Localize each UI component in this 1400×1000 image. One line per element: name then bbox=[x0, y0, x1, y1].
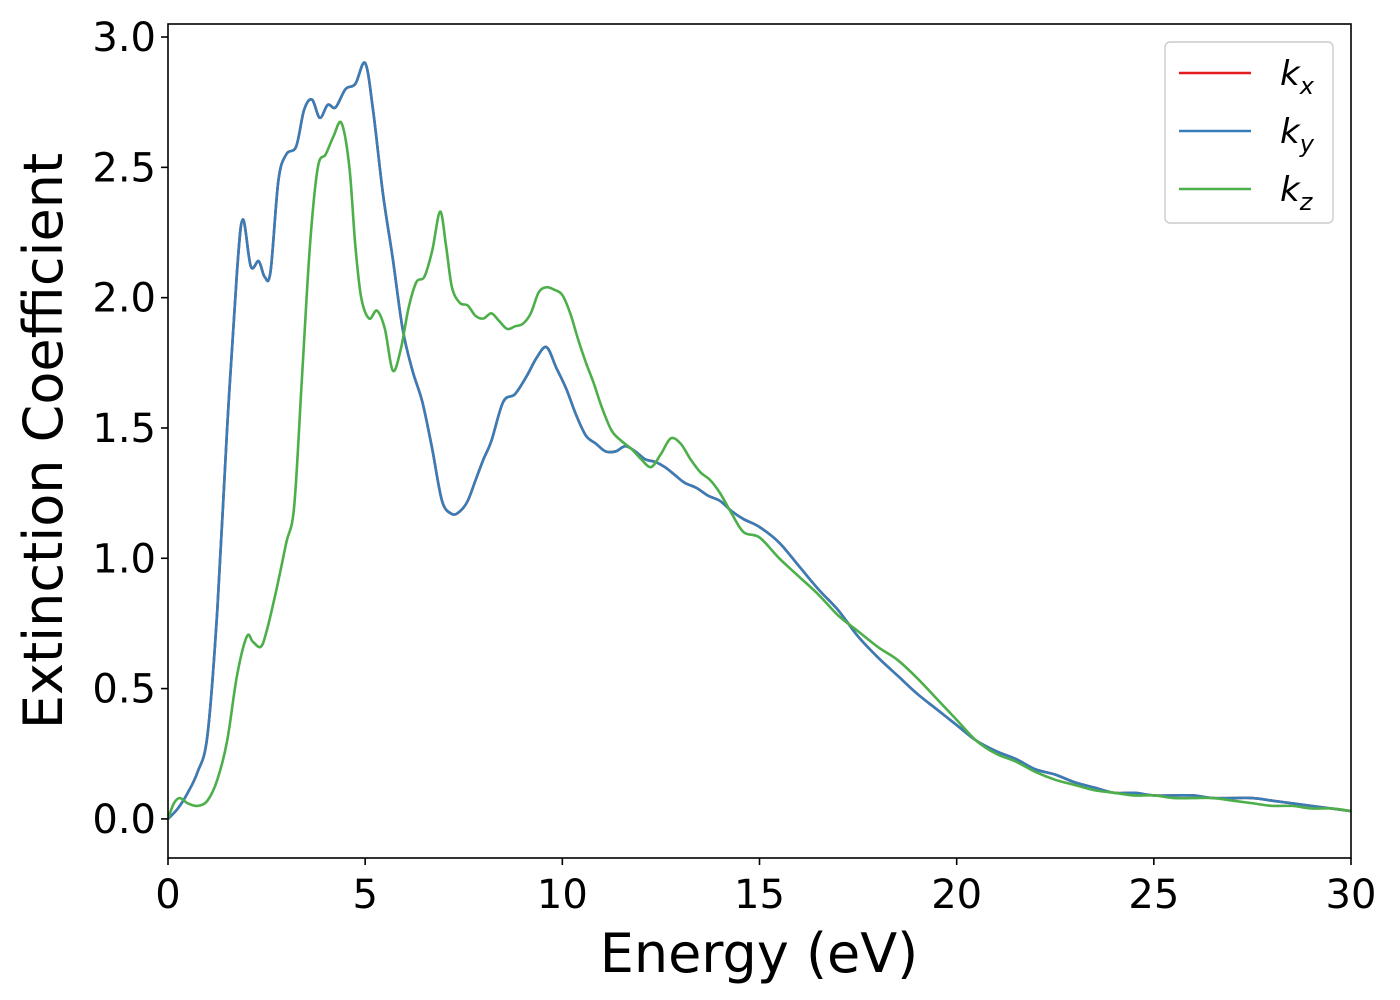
x-tick-label: 30 bbox=[1326, 872, 1377, 918]
x-tick-label: 15 bbox=[734, 872, 785, 918]
legend-label-ky: ky bbox=[1280, 112, 1315, 158]
x-axis-label: Energy (eV) bbox=[600, 922, 919, 985]
y-tick-label: 1.0 bbox=[92, 536, 156, 582]
y-tick-label: 0.0 bbox=[92, 797, 156, 843]
series-line-ky bbox=[168, 61, 1351, 820]
y-tick-label: 2.0 bbox=[92, 276, 156, 322]
legend-label-kx: kx bbox=[1280, 54, 1315, 100]
y-tick-label: 1.5 bbox=[92, 406, 156, 452]
x-tick-label: 5 bbox=[352, 872, 377, 918]
y-tick-label: 0.5 bbox=[92, 667, 156, 713]
y-tick-label: 2.5 bbox=[92, 145, 156, 191]
y-tick-label: 3.0 bbox=[92, 15, 156, 61]
y-axis: 0.0 0.5 1.0 1.5 2.0 2.5 3.0 bbox=[92, 15, 168, 843]
y-axis-label: Extinction Coefficient bbox=[12, 153, 75, 729]
x-tick-label: 25 bbox=[1128, 872, 1179, 918]
legend-label-kz: kz bbox=[1280, 170, 1314, 216]
legend-box bbox=[1164, 41, 1334, 224]
x-axis: 0 5 10 15 20 25 30 bbox=[155, 858, 1376, 918]
x-tick-label: 0 bbox=[155, 872, 180, 918]
plot-background bbox=[168, 24, 1351, 858]
legend: kx ky kz bbox=[1164, 41, 1334, 224]
series-layer bbox=[168, 61, 1351, 820]
x-tick-label: 20 bbox=[931, 872, 982, 918]
series-line-kz bbox=[168, 120, 1351, 820]
x-tick-label: 10 bbox=[537, 872, 588, 918]
